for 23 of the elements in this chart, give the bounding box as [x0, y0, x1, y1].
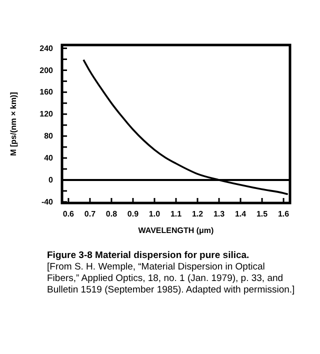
y-tick-label: 40	[44, 154, 54, 163]
x-tick-label: 1.0	[148, 210, 161, 219]
x-tick-label: 1.1	[170, 210, 182, 219]
y-tick-label: 120	[40, 110, 54, 119]
x-tick-label: 1.2	[192, 210, 204, 219]
y-tick-label: 200	[40, 66, 54, 75]
x-tick-label: 0.8	[106, 210, 118, 219]
x-tick-label: 1.5	[256, 210, 268, 219]
y-tick-label: 160	[40, 88, 54, 97]
x-tick-label: 1.4	[234, 210, 247, 219]
x-tick-label: 0.7	[84, 210, 96, 219]
x-tick-label: 0.9	[127, 210, 140, 219]
x-tick-label: 1.3	[213, 210, 226, 219]
y-tick-label: 80	[44, 132, 54, 141]
text: [From S. H. Wemple, “Material Dispersion in Optical Fibers,” Applied Optics, 18, no. 1 (Jan. 1979), p. 33, and Bulletin 1519 (September 1985). Adapted with permission.]	[47, 262, 295, 296]
y-tick-label: 0	[48, 176, 54, 185]
y-tick-label: 240	[40, 44, 54, 53]
x-axis-title: WAVELENGTH (μm)	[138, 226, 214, 235]
x-tick-label: 0.6	[62, 210, 75, 219]
text: Figure 3-8 Material dispersion for pure silica.	[47, 250, 250, 261]
y-axis-title: M [ps/(nm × km)]	[9, 92, 18, 156]
y-tick-label: -40	[41, 197, 54, 206]
x-tick-label: 1.6	[278, 210, 290, 219]
